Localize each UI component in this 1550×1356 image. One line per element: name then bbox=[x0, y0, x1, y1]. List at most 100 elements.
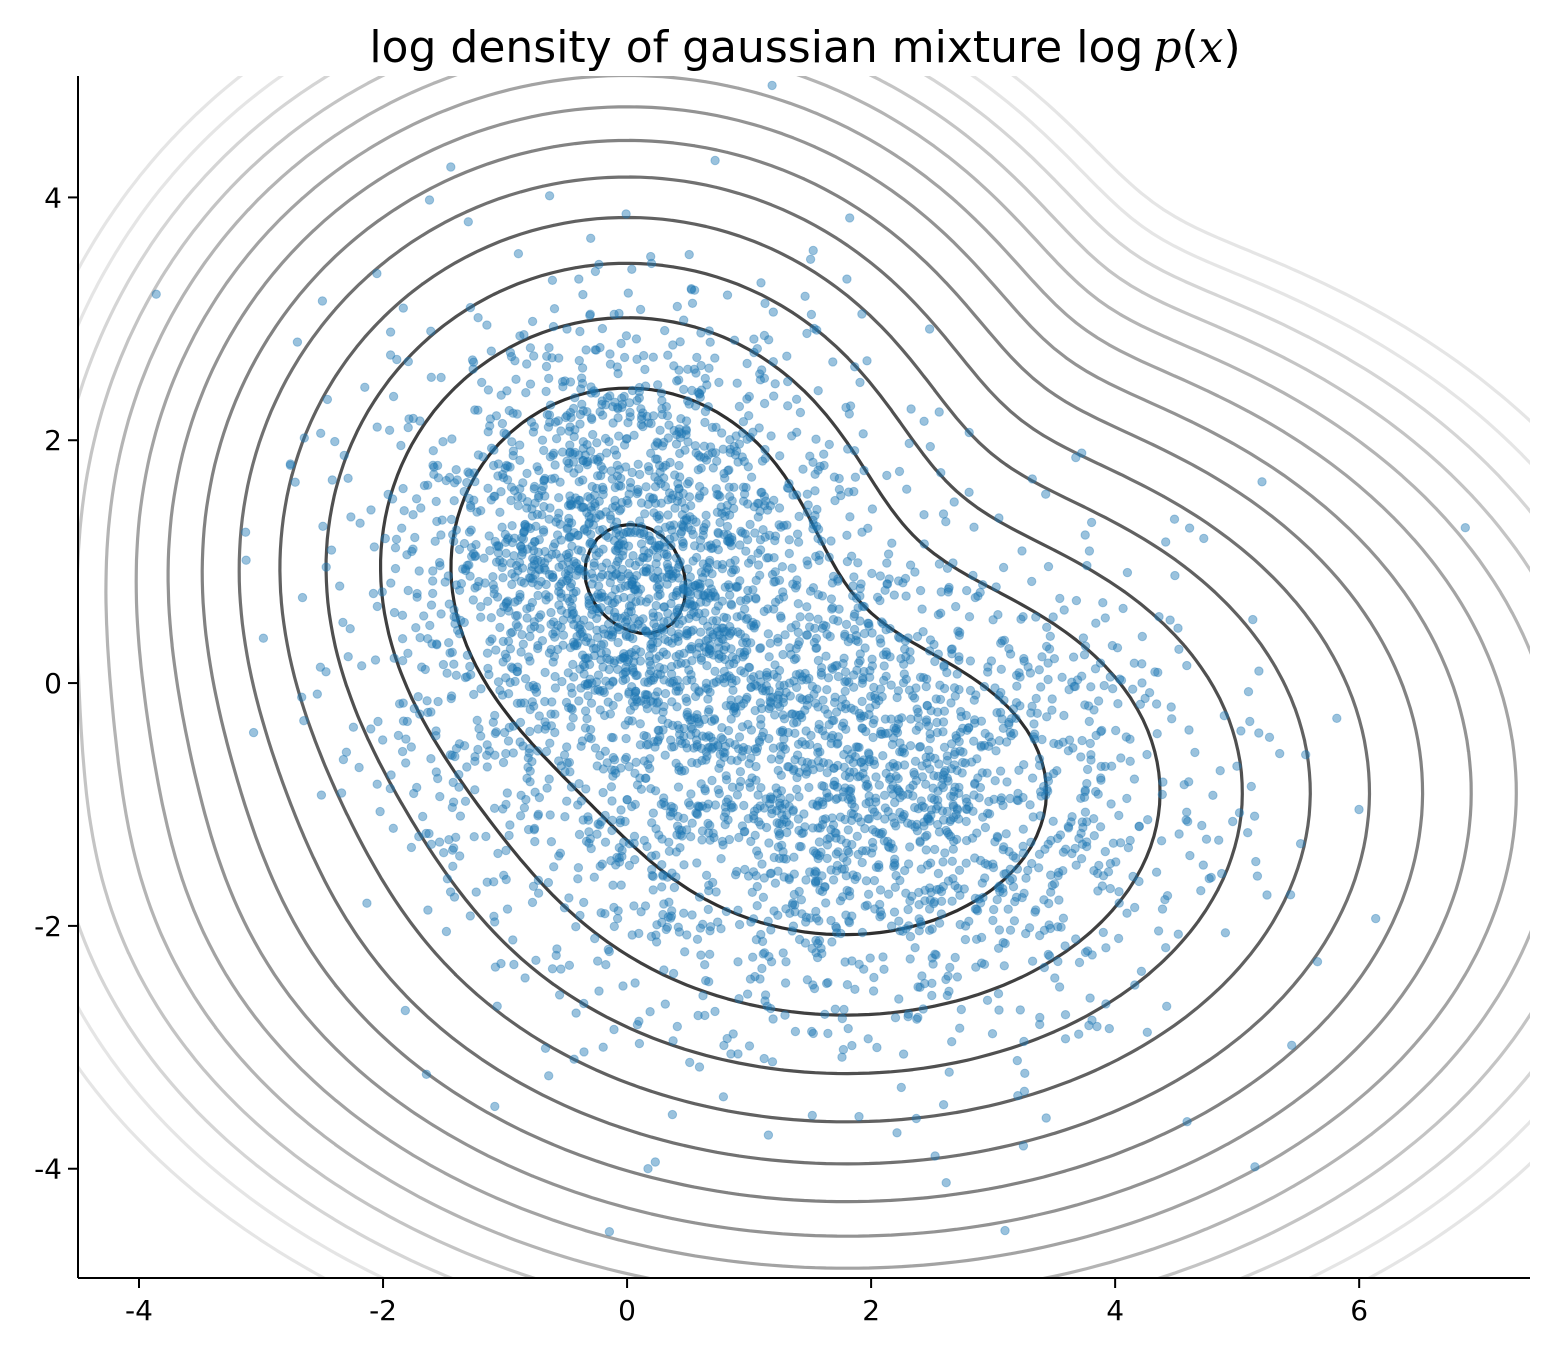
scatter-point bbox=[423, 634, 433, 644]
scatter-point bbox=[685, 599, 695, 609]
scatter-point bbox=[979, 959, 990, 969]
scatter-point bbox=[402, 550, 412, 560]
scatter-point bbox=[521, 794, 531, 805]
scatter-point bbox=[776, 613, 786, 623]
scatter-point bbox=[694, 892, 705, 902]
scatter-point bbox=[459, 617, 469, 628]
scatter-point bbox=[388, 391, 399, 402]
scatter-point bbox=[925, 858, 936, 868]
scatter-point bbox=[946, 764, 957, 774]
scatter-point bbox=[813, 614, 823, 624]
scatter-point bbox=[1128, 684, 1138, 694]
scatter-point bbox=[1036, 791, 1046, 801]
scatter-point bbox=[722, 521, 733, 532]
scatter-point bbox=[901, 651, 911, 662]
scatter-point bbox=[793, 814, 804, 824]
scatter-point bbox=[372, 422, 382, 432]
scatter-point bbox=[1371, 913, 1381, 924]
scatter-point bbox=[696, 328, 706, 338]
scatter-point bbox=[529, 351, 539, 361]
scatter-point bbox=[811, 551, 821, 562]
scatter-point bbox=[529, 823, 540, 834]
scatter-point bbox=[593, 589, 603, 599]
scatter-point bbox=[506, 558, 516, 568]
scatter-point bbox=[831, 833, 841, 843]
scatter-point bbox=[764, 335, 774, 345]
scatter-point bbox=[644, 465, 654, 476]
scatter-point bbox=[848, 591, 858, 601]
scatter-point bbox=[612, 913, 623, 924]
scatter-point bbox=[783, 401, 793, 411]
scatter-point bbox=[522, 503, 532, 513]
scatter-point bbox=[401, 758, 411, 768]
scatter-point bbox=[584, 621, 595, 631]
scatter-point bbox=[798, 464, 808, 474]
scatter-point bbox=[586, 529, 596, 540]
scatter-point bbox=[534, 792, 545, 803]
scatter-point bbox=[787, 563, 797, 573]
scatter-point bbox=[850, 984, 860, 994]
scatter-point bbox=[476, 602, 486, 612]
scatter-point bbox=[936, 886, 947, 897]
scatter-point bbox=[939, 742, 950, 752]
scatter-point bbox=[574, 274, 584, 284]
scatter-point bbox=[808, 1028, 818, 1039]
scatter-point bbox=[707, 775, 717, 786]
scatter-point bbox=[889, 858, 900, 868]
scatter-point bbox=[566, 722, 576, 732]
scatter-point bbox=[441, 475, 451, 486]
scatter-point bbox=[241, 555, 251, 565]
scatter-point bbox=[812, 504, 822, 515]
scatter-point bbox=[495, 622, 505, 633]
scatter-point bbox=[574, 355, 584, 366]
scatter-point bbox=[875, 912, 885, 922]
scatter-point bbox=[675, 829, 686, 840]
scatter-point bbox=[390, 543, 401, 553]
scatter-point bbox=[977, 878, 987, 888]
scatter-point bbox=[751, 775, 761, 785]
scatter-point bbox=[895, 738, 905, 748]
scatter-point bbox=[629, 667, 639, 677]
scatter-point bbox=[372, 779, 382, 789]
scatter-point bbox=[664, 846, 675, 856]
scatter-point bbox=[817, 536, 827, 546]
scatter-point bbox=[796, 895, 807, 905]
scatter-point bbox=[778, 587, 788, 597]
scatter-point bbox=[400, 1005, 410, 1016]
scatter-point bbox=[1301, 750, 1311, 760]
scatter-point bbox=[775, 829, 785, 839]
scatter-point bbox=[790, 755, 800, 765]
scatter-point bbox=[832, 860, 843, 871]
scatter-point bbox=[663, 495, 673, 505]
scatter-point bbox=[594, 547, 604, 558]
scatter-point bbox=[833, 671, 844, 682]
scatter-point bbox=[662, 872, 673, 882]
scatter-point bbox=[880, 714, 891, 724]
scatter-point bbox=[631, 757, 641, 767]
scatter-point bbox=[680, 445, 690, 455]
scatter-point bbox=[1197, 820, 1207, 831]
scatter-point bbox=[408, 544, 418, 554]
scatter-point bbox=[1061, 844, 1071, 854]
scatter-point bbox=[1076, 854, 1087, 864]
scatter-point bbox=[757, 859, 767, 869]
scatter-point bbox=[428, 588, 438, 599]
scatter-point bbox=[511, 611, 521, 621]
scatter-point bbox=[555, 477, 565, 487]
scatter-point bbox=[503, 689, 514, 699]
scatter-point bbox=[594, 607, 604, 617]
scatter-point bbox=[787, 926, 797, 936]
scatter-point bbox=[770, 567, 780, 577]
scatter-point bbox=[681, 514, 692, 524]
scatter-point bbox=[372, 601, 382, 612]
scatter-point bbox=[1160, 895, 1170, 905]
scatter-point bbox=[1114, 810, 1124, 821]
contour-level-line bbox=[166, 105, 1473, 1238]
scatter-point bbox=[812, 850, 822, 860]
scatter-point bbox=[686, 669, 696, 680]
scatter-point bbox=[777, 840, 787, 850]
scatter-point bbox=[811, 643, 821, 653]
scatter-point bbox=[952, 804, 962, 814]
scatter-point bbox=[632, 1019, 643, 1030]
scatter-point bbox=[544, 1071, 554, 1081]
